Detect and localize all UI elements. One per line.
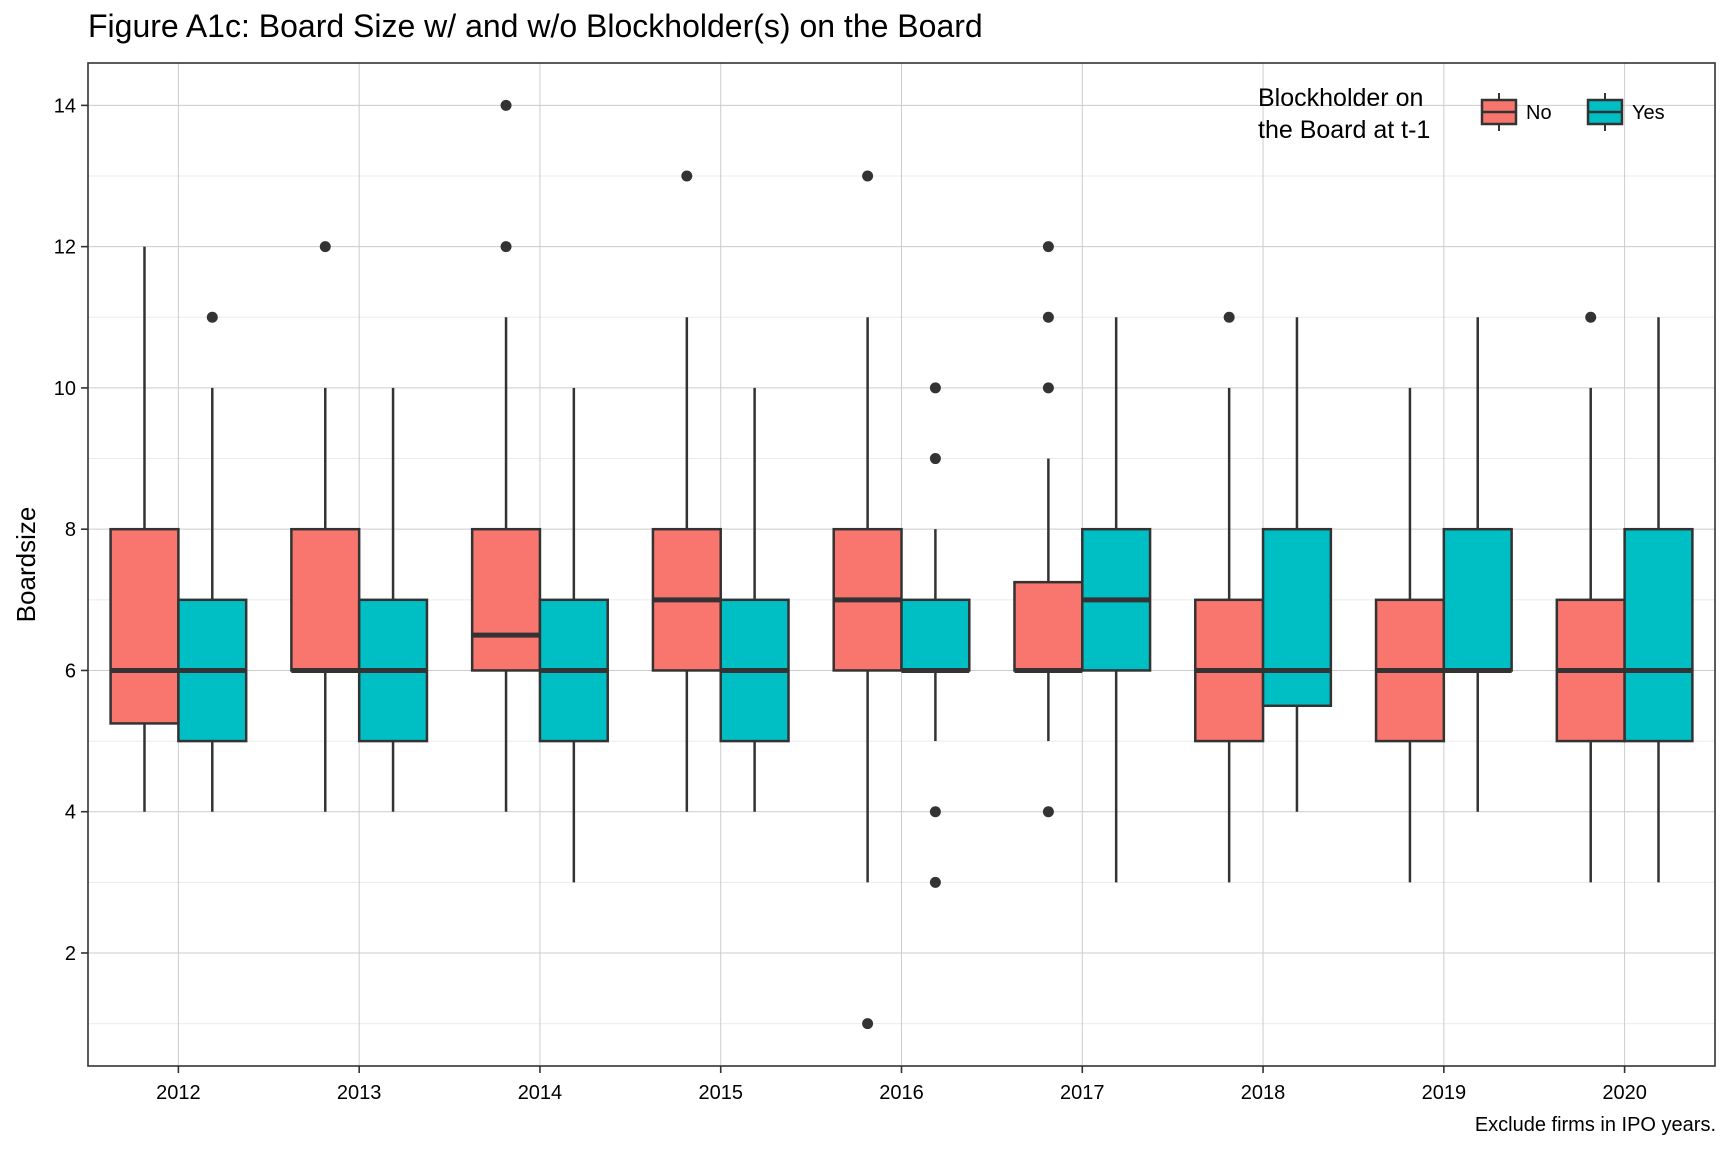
x-tick-label: 2014 xyxy=(518,1082,563,1104)
box-yes-2016 xyxy=(900,382,971,888)
y-tick-label: 10 xyxy=(54,378,76,400)
x-tick-label: 2012 xyxy=(156,1082,201,1104)
x-tick-label: 2013 xyxy=(337,1082,382,1104)
x-tick-label: 2015 xyxy=(698,1082,743,1104)
box-yes-2019 xyxy=(1442,317,1513,812)
outlier-point xyxy=(929,806,941,818)
box-no-2016 xyxy=(832,170,903,1030)
box-yes-2018 xyxy=(1261,317,1333,812)
box-body xyxy=(1261,527,1333,708)
y-tick-label: 12 xyxy=(54,237,76,259)
box-no-2014 xyxy=(470,99,542,812)
chart-title: Figure A1c: Board Size w/ and w/o Blockh… xyxy=(88,8,983,44)
box-body xyxy=(900,598,971,672)
legend-key-no xyxy=(1480,93,1518,131)
box-body xyxy=(1013,580,1084,672)
outlier-point xyxy=(862,170,874,182)
box-body xyxy=(1442,527,1513,672)
y-tick-label: 4 xyxy=(65,802,76,824)
outlier-point xyxy=(1223,311,1235,323)
box-yes-2020 xyxy=(1623,317,1694,883)
outlier-point xyxy=(1585,311,1597,323)
y-tick-label: 6 xyxy=(65,660,76,682)
x-tick-label: 2016 xyxy=(879,1082,924,1104)
box-body xyxy=(109,527,180,725)
chart-caption: Exclude firms in IPO years. xyxy=(1474,1114,1716,1136)
x-tick-label: 2020 xyxy=(1602,1082,1647,1104)
box-no-2020 xyxy=(1555,311,1626,883)
outlier-point xyxy=(1042,241,1054,253)
x-tick-label: 2019 xyxy=(1422,1082,1467,1104)
outlier-point xyxy=(500,99,512,111)
y-tick-label: 14 xyxy=(54,95,76,117)
outlier-point xyxy=(929,453,941,465)
outlier-point xyxy=(929,876,941,888)
outlier-point xyxy=(1042,382,1054,394)
outlier-point xyxy=(1042,311,1054,323)
box-yes-2012 xyxy=(177,311,248,812)
box-no-2012 xyxy=(109,246,180,812)
box-no-2018 xyxy=(1194,311,1265,883)
y-axis-title: Boardsize xyxy=(11,507,41,623)
x-tick-label: 2018 xyxy=(1241,1082,1286,1104)
box-body xyxy=(290,527,361,672)
outlier-point xyxy=(862,1018,874,1030)
legend-key-yes xyxy=(1586,93,1624,131)
box-no-2017 xyxy=(1013,241,1084,818)
legend-title: Blockholder on xyxy=(1258,84,1423,112)
outlier-point xyxy=(206,311,218,323)
outlier-point xyxy=(319,241,331,253)
x-tick-label: 2017 xyxy=(1060,1082,1105,1104)
box-yes-2014 xyxy=(538,387,609,883)
legend: Blockholder on the Board at t-1 No Yes xyxy=(1258,84,1665,144)
box-body xyxy=(1623,527,1694,743)
box-yes-2015 xyxy=(719,387,790,812)
box-body xyxy=(470,527,542,672)
outlier-point xyxy=(500,241,512,253)
box-no-2019 xyxy=(1374,387,1446,883)
box-yes-2017 xyxy=(1081,317,1152,883)
legend-title: the Board at t-1 xyxy=(1258,116,1430,144)
legend-label: No xyxy=(1526,102,1552,124)
outlier-point xyxy=(1042,806,1054,818)
outlier-point xyxy=(929,382,941,394)
box-yes-2013 xyxy=(357,387,429,812)
y-tick-label: 8 xyxy=(65,519,76,541)
box-no-2013 xyxy=(290,241,361,812)
outlier-point xyxy=(681,170,693,182)
legend-label: Yes xyxy=(1632,102,1665,124)
y-tick-label: 2 xyxy=(65,943,76,965)
box-no-2015 xyxy=(651,170,722,812)
